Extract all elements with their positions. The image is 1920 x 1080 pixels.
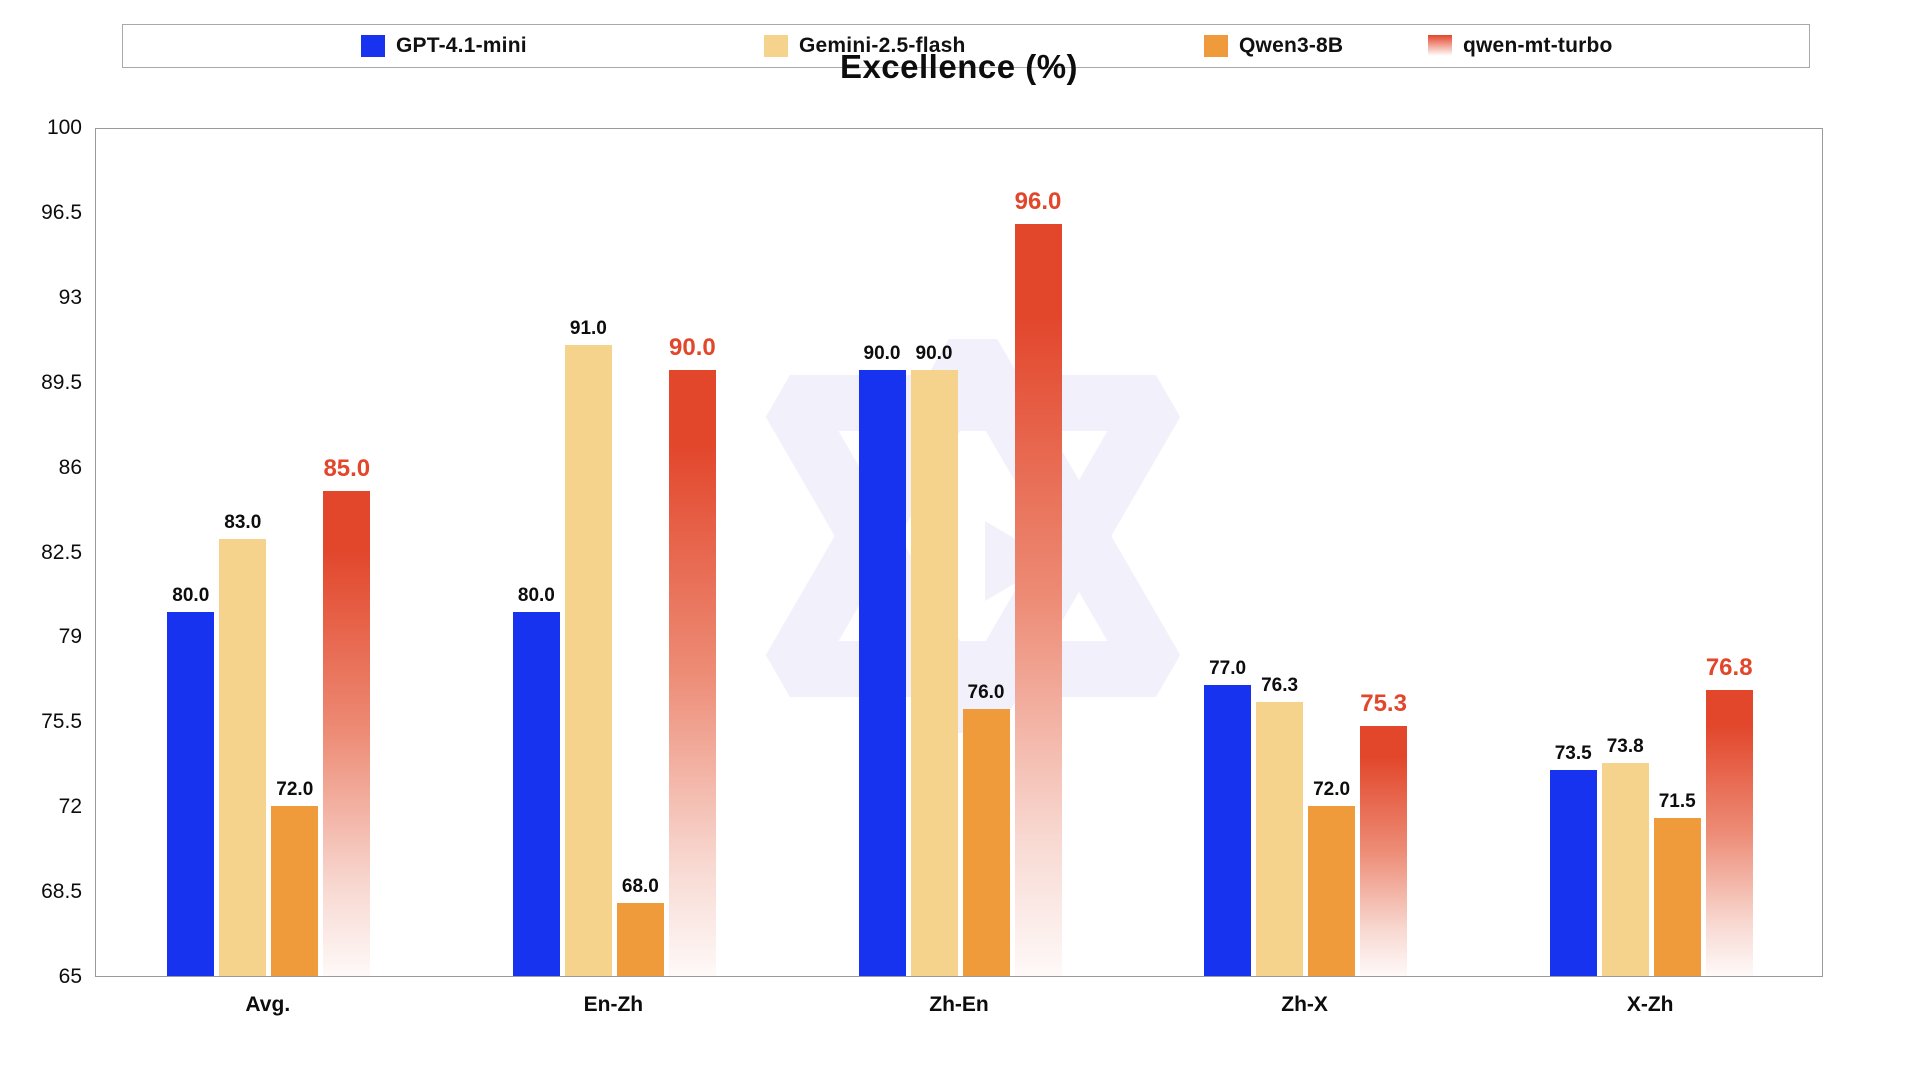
y-tick-label: 86 — [58, 455, 82, 479]
bar — [219, 539, 267, 976]
x-category-label: En-Zh — [583, 993, 644, 1016]
legend-item: Qwen3-8B — [1204, 25, 1343, 67]
legend-label: qwen-mt-turbo — [1463, 34, 1613, 57]
bar-value-label: 72.0 — [1313, 779, 1351, 801]
bar-value-label: 90.0 — [863, 342, 901, 364]
bar — [962, 709, 1010, 976]
bar — [323, 490, 371, 976]
bar-value-label: 90.0 — [915, 342, 953, 364]
bar-value-label: 73.5 — [1554, 742, 1592, 764]
bar — [1653, 818, 1701, 976]
bar-value-label: 76.3 — [1261, 674, 1299, 696]
y-tick-label: 96.5 — [41, 200, 82, 224]
plot-area: 80.0 83.0 72.0 85.0 80.0 91.0 68.0 90.0 90.0 90.0… — [95, 128, 1823, 977]
bar-value-label: 76.8 — [1705, 653, 1753, 681]
legend-item: Gemini-2.5-flash — [764, 25, 966, 67]
y-tick-label: 75.5 — [41, 710, 82, 734]
bar-value-label: 80.0 — [172, 585, 210, 607]
legend-label: GPT-4.1-mini — [396, 34, 527, 57]
legend-swatch-icon — [1204, 35, 1228, 57]
bar-value-label: 68.0 — [621, 876, 659, 898]
legend-swatch-icon — [361, 35, 385, 57]
y-tick-label: 65 — [58, 965, 82, 988]
bar-value-label: 73.8 — [1606, 735, 1644, 757]
bar — [512, 612, 560, 976]
y-tick-label: 79 — [58, 625, 82, 649]
bar — [1601, 762, 1649, 976]
legend-swatch-icon — [1428, 35, 1452, 57]
bar — [1549, 769, 1597, 976]
bar-value-label: 83.0 — [224, 512, 262, 534]
bar — [1256, 701, 1304, 976]
bar — [1204, 684, 1252, 976]
bar — [271, 806, 319, 976]
bar — [910, 369, 958, 976]
bar-value-label: 76.0 — [967, 682, 1005, 704]
bar — [167, 612, 215, 976]
legend-item: qwen-mt-turbo — [1428, 25, 1613, 67]
y-tick-label: 93 — [58, 285, 82, 309]
legend-label: Qwen3-8B — [1239, 34, 1344, 57]
bar-value-label: 85.0 — [323, 454, 371, 482]
bar — [1014, 224, 1062, 976]
y-tick-label: 100 — [46, 116, 82, 139]
x-category-label: X-Zh — [1626, 993, 1674, 1016]
x-category-label: Avg. — [245, 993, 291, 1016]
bar — [1360, 726, 1408, 976]
legend-swatch-icon — [764, 35, 788, 57]
bar-value-label: 75.3 — [1360, 690, 1407, 718]
x-category-label: Zh-X — [1281, 993, 1328, 1016]
y-tick-label: 89.5 — [41, 370, 82, 394]
bar-value-label: 71.5 — [1658, 791, 1696, 813]
y-tick-label: 72 — [58, 795, 82, 819]
bar-value-label: 96.0 — [1014, 188, 1062, 216]
bar-value-label: 91.0 — [569, 318, 607, 340]
bar-value-label: 80.0 — [517, 585, 555, 607]
bar — [616, 903, 664, 976]
legend-label: Gemini-2.5-flash — [799, 34, 966, 57]
bar-value-label: 90.0 — [669, 333, 716, 361]
bar — [1308, 806, 1356, 976]
y-tick-label: 68.5 — [41, 880, 82, 904]
legend-item: GPT-4.1-mini — [361, 25, 527, 67]
bar — [858, 369, 906, 976]
bar-value-label: 72.0 — [276, 779, 314, 801]
y-tick-label: 82.5 — [41, 540, 82, 564]
bar — [668, 369, 716, 976]
chart-title: Excellence (%) — [839, 48, 1079, 85]
bar-value-label: 77.0 — [1209, 657, 1247, 679]
legend: GPT-4.1-mini Gemini-2.5-flash Qwen3-8B qwen… — [122, 24, 1810, 68]
bar — [564, 345, 612, 976]
x-category-label: Zh-En — [929, 993, 989, 1016]
bar — [1705, 689, 1753, 976]
